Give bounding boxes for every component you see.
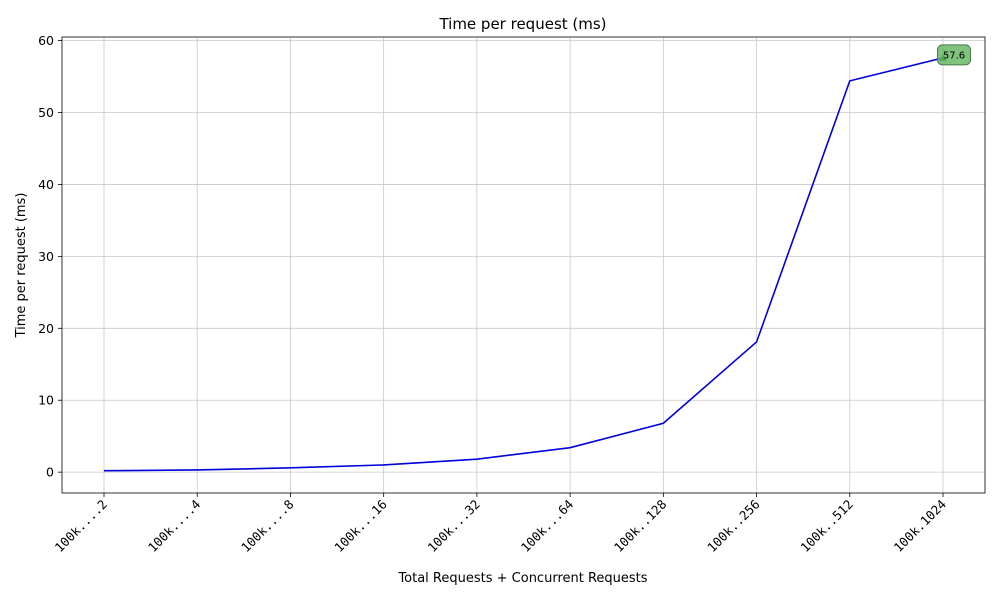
grid [62, 37, 985, 493]
series-layer [103, 57, 944, 472]
x-tick-label: 100k..512 [797, 497, 856, 556]
y-tick-label: 0 [46, 465, 54, 480]
series-line [103, 57, 944, 472]
x-axis-label: Total Requests + Concurrent Requests [397, 571, 647, 586]
x-tick-label: 100k....2 [52, 497, 111, 556]
y-tick-label: 30 [38, 249, 54, 264]
x-axis: 100k....2 100k....4 100k....8 100k...16 100k… [52, 493, 950, 556]
x-tick-label: 100k....8 [238, 497, 297, 556]
annotation-label: 57.6 [943, 50, 965, 61]
annotation-box [937, 44, 971, 66]
y-tick-label: 20 [38, 321, 54, 336]
y-tick-label: 50 [38, 105, 54, 120]
x-tick-label: 100k...16 [331, 497, 390, 556]
y-axis: 0 10 20 30 40 50 60 [38, 33, 62, 480]
x-tick-label: 100k...64 [518, 497, 577, 556]
x-tick-label: 100k..256 [704, 497, 763, 556]
x-tick-label: 100k.1024 [891, 497, 950, 556]
chart-title: Time per request (ms) [438, 15, 606, 33]
y-tick-label: 60 [38, 33, 54, 48]
y-tick-label: 40 [38, 177, 54, 192]
x-tick-label: 100k...32 [425, 497, 484, 556]
annotation: 57.6 [937, 44, 971, 66]
plot-frame [61, 36, 986, 494]
x-tick-label: 100k..128 [611, 497, 670, 556]
x-tick-label: 100k....4 [145, 497, 204, 556]
y-tick-label: 10 [38, 393, 54, 408]
y-axis-label: Time per request (ms) [14, 193, 29, 339]
